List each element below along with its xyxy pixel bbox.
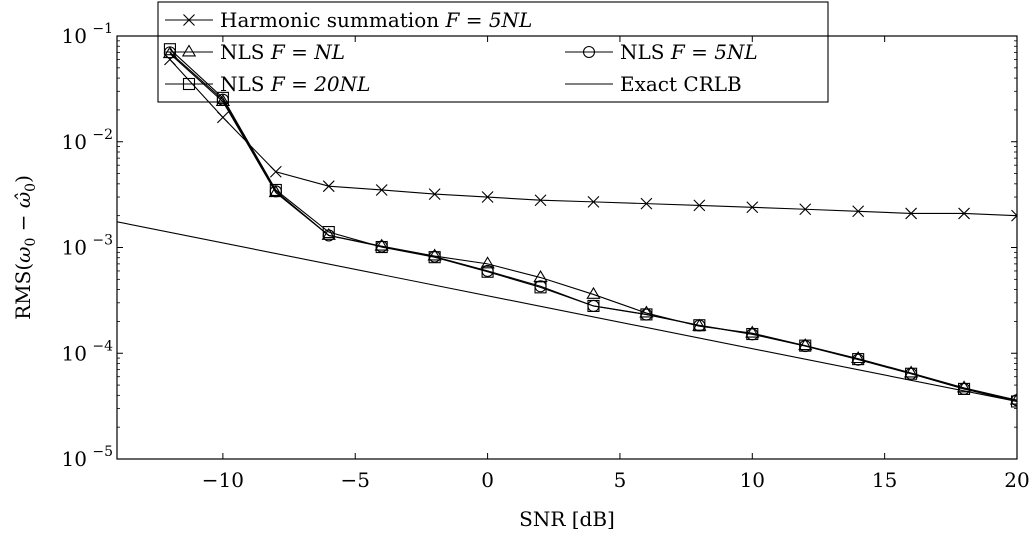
series-line-nls-f-nl	[169, 53, 1017, 401]
series-line-exact-crlb	[117, 221, 1017, 403]
marker-harmonic-summation-f-5nl-12	[799, 203, 812, 216]
marker-nls-f-20nl-0	[163, 43, 176, 56]
legend-label: Exact CRLB	[620, 72, 742, 96]
legend-label: Harmonic summation F = 5NL	[220, 8, 532, 32]
x-tick-label: 20	[1004, 468, 1029, 492]
marker-harmonic-summation-f-5nl-6	[481, 191, 494, 203]
y-axis-label: RMS(ω0 − ω̂0)	[11, 175, 39, 320]
marker-nls-f-nl-12	[798, 338, 813, 351]
marker-nls-f-20nl-2	[269, 183, 282, 197]
marker-nls-f-nl-3	[321, 227, 336, 240]
marker-nls-f-nl-6	[480, 256, 495, 269]
marker-nls-f-20nl-12	[799, 339, 812, 352]
marker-nls-f-20nl-8	[587, 299, 600, 313]
legend-entry-harmonic-summation-f-5nl: Harmonic summation F = 5NL	[165, 8, 532, 32]
legend-marker	[182, 77, 196, 91]
marker-nls-f-nl-14	[903, 365, 919, 378]
legend-label: NLS F = 20NL	[220, 72, 370, 96]
marker-nls-f-20nl-14	[905, 367, 918, 380]
x-tick-label: −10	[202, 468, 244, 492]
marker-harmonic-summation-f-5nl-11	[746, 201, 759, 214]
x-axis-label: SNR [dB]	[519, 507, 615, 531]
marker-nls-f-20nl-5	[428, 251, 441, 264]
marker-harmonic-summation-f-5nl-14	[905, 207, 918, 220]
legend-label: NLS F = 5NL	[620, 40, 758, 64]
marker-harmonic-summation-f-5nl-15	[958, 207, 970, 220]
legend-label: NLS F = NL	[220, 40, 345, 64]
marker-nls-f-nl-13	[851, 351, 866, 364]
marker-nls-f-nl-8	[586, 286, 601, 299]
marker-harmonic-summation-f-5nl-2	[269, 165, 282, 178]
y-tick-label: 10	[62, 236, 87, 260]
y-tick-exponent: −4	[92, 338, 113, 354]
marker-harmonic-summation-f-5nl-4	[375, 184, 388, 196]
series-nls-f-20nl	[163, 43, 1017, 408]
legend-entry-exact-crlb: Exact CRLB	[565, 72, 742, 96]
legend-entry-nls-f-nl: NLS F = NL	[165, 40, 345, 64]
y-tick-label: 10	[62, 130, 87, 154]
marker-nls-f-20nl-3	[322, 225, 335, 239]
marker-nls-f-nl-11	[745, 325, 760, 338]
marker-harmonic-summation-f-5nl-9	[640, 197, 653, 210]
marker-nls-f-20nl-11	[746, 327, 759, 341]
marker-nls-f-nl-9	[639, 305, 654, 318]
axes: −10 −5 0 5 10 15 20 10 −1 10 −2 10 −3 10 −4 10 −5 SNR [dB…	[11, 21, 1030, 531]
marker-nls-f-20nl-6	[481, 265, 494, 278]
y-tick-label: 10	[62, 24, 87, 48]
marker-nls-f-20nl-16	[1010, 395, 1017, 408]
marker-harmonic-summation-f-5nl-13	[852, 205, 865, 218]
y-tick-exponent: −2	[92, 127, 113, 143]
marker-harmonic-summation-f-5nl-7	[534, 194, 547, 207]
y-tick-exponent: −1	[92, 21, 113, 37]
legend-box	[157, 1, 829, 103]
marker-harmonic-summation-f-5nl-3	[322, 180, 335, 193]
y-tick-label: 10	[62, 447, 87, 471]
marker-harmonic-summation-f-5nl-1	[216, 111, 229, 124]
series-line-nls-f-20nl	[169, 48, 1017, 402]
x-tick-label: 5	[614, 468, 627, 492]
legend-marker	[183, 14, 195, 26]
marker-nls-f-20nl-4	[375, 240, 388, 254]
marker-nls-f-nl-5	[427, 248, 442, 261]
marker-harmonic-summation-f-5nl-10	[693, 199, 706, 212]
legend-entry-nls-f-5nl: NLS F = 5NL	[565, 40, 758, 64]
series-line-nls-f-5nl	[169, 51, 1017, 401]
marker-harmonic-summation-f-5nl-16	[1011, 209, 1017, 222]
marker-nls-f-20nl-13	[852, 353, 865, 366]
marker-nls-f-20nl-15	[958, 382, 971, 395]
x-tick-label: −5	[340, 468, 369, 492]
legend-marker	[181, 44, 197, 57]
y-tick-label: 10	[62, 341, 87, 365]
marker-nls-f-20nl-1	[216, 91, 229, 104]
y-tick-exponent: −5	[92, 444, 113, 460]
marker-nls-f-20nl-9	[640, 308, 653, 321]
marker-nls-f-nl-15	[956, 380, 972, 393]
marker-nls-f-nl-4	[374, 238, 389, 251]
plot-area	[117, 43, 1017, 408]
x-tick-label: 10	[740, 468, 765, 492]
marker-nls-f-20nl-10	[693, 319, 706, 332]
series-exact-crlb	[117, 221, 1017, 403]
marker-nls-f-20nl-7	[534, 281, 547, 294]
marker-nls-f-nl-16	[1009, 392, 1017, 405]
y-tick-exponent: −3	[92, 233, 113, 249]
marker-harmonic-summation-f-5nl-8	[587, 195, 600, 208]
x-tick-label: 15	[872, 468, 897, 492]
legend: Harmonic summation F = 5NL NLS F = NL NLS …	[157, 1, 829, 103]
x-tick-label: 0	[481, 468, 494, 492]
legend-marker	[582, 45, 596, 59]
marker-harmonic-summation-f-5nl-5	[428, 188, 441, 200]
